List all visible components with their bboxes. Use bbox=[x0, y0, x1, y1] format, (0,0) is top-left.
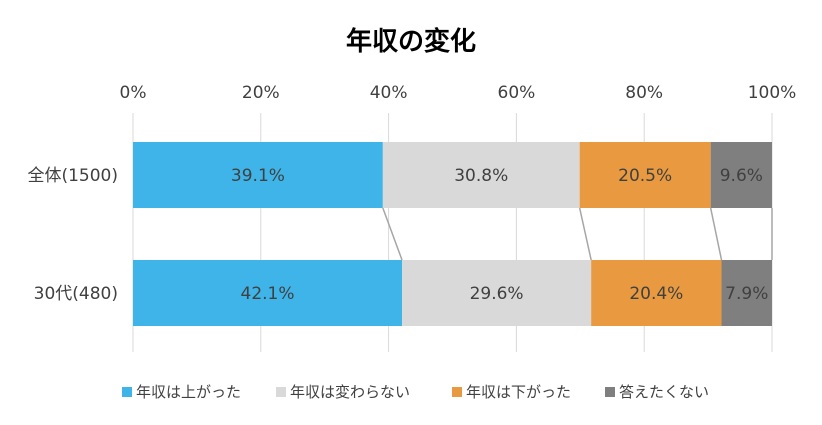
legend-swatch bbox=[122, 387, 132, 397]
legend-label: 答えたくない bbox=[619, 383, 709, 401]
bar-segment bbox=[591, 260, 722, 326]
data-label: 20.5% bbox=[618, 166, 672, 186]
bar-segment bbox=[133, 260, 403, 326]
legend-label: 年収は上がった bbox=[136, 383, 241, 401]
legend-swatch bbox=[605, 387, 615, 397]
legend-label: 年収は変わらない bbox=[290, 383, 410, 401]
bar-segment bbox=[579, 142, 711, 208]
x-tick-label: 0% bbox=[120, 83, 147, 103]
data-label: 42.1% bbox=[241, 284, 295, 304]
x-tick-label: 60% bbox=[498, 83, 536, 103]
bar-segment bbox=[710, 142, 772, 208]
category-label: 30代(480) bbox=[34, 284, 118, 304]
bars: 39.1% 30.8% 20.5% 9.6% 42.1% 29.6% 20.4% 7.9% bbox=[133, 142, 772, 326]
legend-item: 年収は上がった bbox=[122, 383, 241, 401]
x-tick-label: 40% bbox=[370, 83, 408, 103]
connector-line bbox=[578, 207, 592, 261]
x-axis-ticks: 0% 20% 40% 60% 80% 100% bbox=[120, 83, 797, 103]
legend-swatch bbox=[276, 387, 286, 397]
x-tick-label: 80% bbox=[625, 83, 663, 103]
legend-item: 年収は下がった bbox=[452, 383, 571, 401]
data-label: 29.6% bbox=[470, 284, 524, 304]
connector-line bbox=[709, 207, 723, 261]
bar-segment bbox=[721, 260, 772, 326]
data-label: 39.1% bbox=[231, 166, 285, 186]
legend: 年収は上がった 年収は変わらない 年収は下がった 答えたくない bbox=[122, 383, 709, 401]
x-tick-label: 100% bbox=[748, 83, 797, 103]
category-labels: 全体(1500) 30代(480) bbox=[27, 166, 118, 304]
data-label: 20.4% bbox=[629, 284, 683, 304]
data-label: 7.9% bbox=[725, 284, 768, 304]
legend-label: 年収は下がった bbox=[466, 383, 571, 401]
series-connector-lines bbox=[382, 207, 773, 261]
connector-line bbox=[382, 207, 403, 261]
x-tick-label: 20% bbox=[242, 83, 280, 103]
bar-segment bbox=[133, 142, 383, 208]
legend-swatch bbox=[452, 387, 462, 397]
bar-segment bbox=[402, 260, 592, 326]
bar-segment bbox=[382, 142, 580, 208]
legend-item: 年収は変わらない bbox=[276, 383, 410, 401]
chart-title: 年収の変化 bbox=[346, 26, 476, 57]
data-label: 9.6% bbox=[720, 166, 763, 186]
legend-item: 答えたくない bbox=[605, 383, 709, 401]
data-label: 30.8% bbox=[454, 166, 508, 186]
category-label: 全体(1500) bbox=[27, 166, 118, 186]
